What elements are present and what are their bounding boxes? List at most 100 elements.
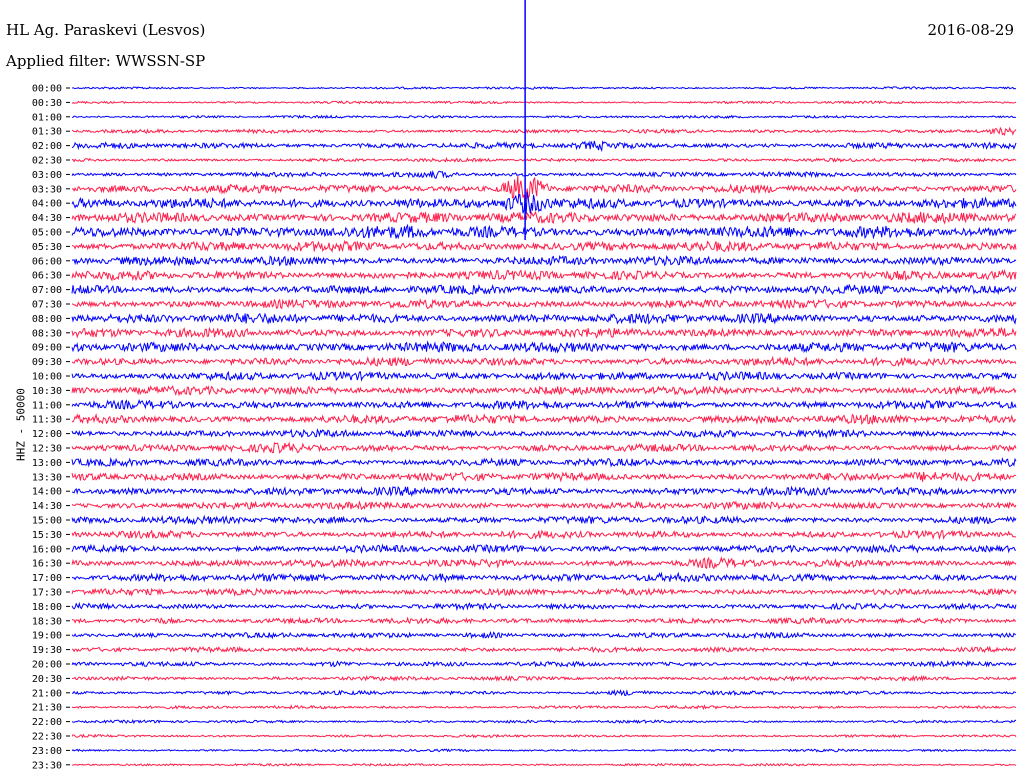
trace-line bbox=[71, 441, 1017, 454]
row-time-label: 11:00 bbox=[32, 400, 62, 411]
trace-line bbox=[71, 733, 1017, 739]
trace-line bbox=[71, 156, 1017, 163]
trace-line bbox=[71, 645, 1017, 654]
trace-line bbox=[71, 239, 1017, 254]
row-time-label: 05:30 bbox=[32, 242, 62, 253]
row-time-label: 14:30 bbox=[32, 501, 62, 512]
row-time-label: 16:00 bbox=[32, 544, 62, 555]
row-time-label: 10:00 bbox=[32, 372, 62, 383]
row-time-label: 16:30 bbox=[32, 559, 62, 570]
row-time-label: 21:30 bbox=[32, 703, 62, 714]
row-time-label: 17:00 bbox=[32, 573, 62, 584]
trace-line bbox=[71, 326, 1017, 339]
row-time-label: 01:30 bbox=[32, 127, 62, 138]
row-time-label: 09:00 bbox=[32, 343, 62, 354]
trace-line bbox=[71, 514, 1017, 526]
date-label: 2016-08-29 bbox=[927, 21, 1014, 39]
row-time-label: 20:00 bbox=[32, 660, 62, 671]
trace-line bbox=[71, 140, 1017, 153]
trace-line bbox=[71, 340, 1017, 354]
filter-label: Applied filter: WWSSN-SP bbox=[6, 52, 206, 70]
trace-line bbox=[71, 412, 1017, 426]
trace-line bbox=[71, 762, 1017, 767]
trace-line bbox=[71, 191, 1017, 215]
trace-line bbox=[71, 571, 1017, 584]
trace-line bbox=[71, 500, 1017, 511]
trace-line bbox=[71, 210, 1017, 225]
station-title: HL Ag. Paraskevi (Lesvos) bbox=[6, 21, 206, 39]
row-time-label: 04:30 bbox=[32, 213, 62, 224]
trace-line bbox=[71, 269, 1017, 282]
row-time-label: 06:30 bbox=[32, 271, 62, 282]
trace-line bbox=[71, 529, 1017, 540]
trace-line bbox=[71, 370, 1017, 382]
trace-line bbox=[71, 384, 1017, 397]
row-time-label: 11:30 bbox=[32, 415, 62, 426]
trace-line bbox=[71, 748, 1017, 753]
trace-line bbox=[71, 543, 1017, 555]
trace-line bbox=[71, 100, 1017, 105]
row-time-label: 02:30 bbox=[32, 156, 62, 167]
trace-line bbox=[71, 175, 1017, 206]
row-time-label: 04:00 bbox=[32, 199, 62, 210]
trace-line bbox=[71, 556, 1017, 570]
row-time-label: 08:30 bbox=[32, 328, 62, 339]
row-time-label: 15:00 bbox=[32, 516, 62, 527]
row-time-label: 09:30 bbox=[32, 357, 62, 368]
trace-line bbox=[71, 630, 1017, 640]
row-time-label: 02:00 bbox=[32, 141, 62, 152]
trace-line bbox=[72, 674, 1017, 682]
row-time-label: 13:00 bbox=[32, 458, 62, 469]
row-time-label: 17:30 bbox=[32, 588, 62, 599]
trace-line bbox=[71, 223, 1017, 240]
row-time-label: 05:00 bbox=[32, 228, 62, 239]
trace-line bbox=[71, 587, 1017, 597]
row-time-label: 15:30 bbox=[32, 530, 62, 541]
trace-line bbox=[71, 704, 1016, 711]
trace-line bbox=[71, 355, 1017, 368]
trace-line bbox=[71, 471, 1017, 483]
trace-line bbox=[71, 485, 1017, 498]
trace-line bbox=[71, 456, 1017, 468]
trace-line bbox=[71, 126, 1017, 137]
trace-line bbox=[71, 86, 1017, 90]
row-time-label: 22:00 bbox=[32, 717, 62, 728]
trace-line bbox=[71, 312, 1017, 325]
row-time-label: 01:00 bbox=[32, 112, 62, 123]
row-time-label: 13:30 bbox=[32, 472, 62, 483]
trace-line bbox=[71, 254, 1017, 267]
row-time-label: 07:30 bbox=[32, 300, 62, 311]
row-time-label: 03:30 bbox=[32, 184, 62, 195]
trace-line bbox=[71, 428, 1017, 440]
row-time-label: 20:30 bbox=[32, 674, 62, 685]
trace-line bbox=[71, 660, 1017, 669]
row-time-label: 23:30 bbox=[32, 760, 62, 771]
trace-line bbox=[71, 169, 1017, 179]
row-time-label: 18:30 bbox=[32, 616, 62, 627]
row-time-label: 06:00 bbox=[32, 256, 62, 267]
trace-line bbox=[71, 616, 1017, 625]
trace-line bbox=[71, 718, 1017, 725]
trace-line bbox=[71, 398, 1017, 411]
row-time-label: 14:00 bbox=[32, 487, 62, 498]
trace-line bbox=[71, 689, 1017, 697]
row-time-label: 18:00 bbox=[32, 602, 62, 613]
row-time-label: 19:30 bbox=[32, 645, 62, 656]
row-time-label: 12:30 bbox=[32, 444, 62, 455]
trace-line bbox=[71, 114, 1016, 120]
row-time-label: 19:00 bbox=[32, 631, 62, 642]
trace-line bbox=[71, 283, 1017, 296]
row-time-label: 07:00 bbox=[32, 285, 62, 296]
row-time-label: 23:00 bbox=[32, 746, 62, 757]
trace-line bbox=[71, 601, 1017, 612]
row-time-label: 03:00 bbox=[32, 170, 62, 181]
row-time-label: 21:00 bbox=[32, 688, 62, 699]
row-time-label: 12:00 bbox=[32, 429, 62, 440]
row-time-label: 00:00 bbox=[32, 84, 62, 95]
row-time-label: 00:30 bbox=[32, 98, 62, 109]
row-time-label: 08:00 bbox=[32, 314, 62, 325]
row-time-label: 22:30 bbox=[32, 732, 62, 743]
row-time-label: 10:30 bbox=[32, 386, 62, 397]
trace-line bbox=[71, 298, 1017, 310]
